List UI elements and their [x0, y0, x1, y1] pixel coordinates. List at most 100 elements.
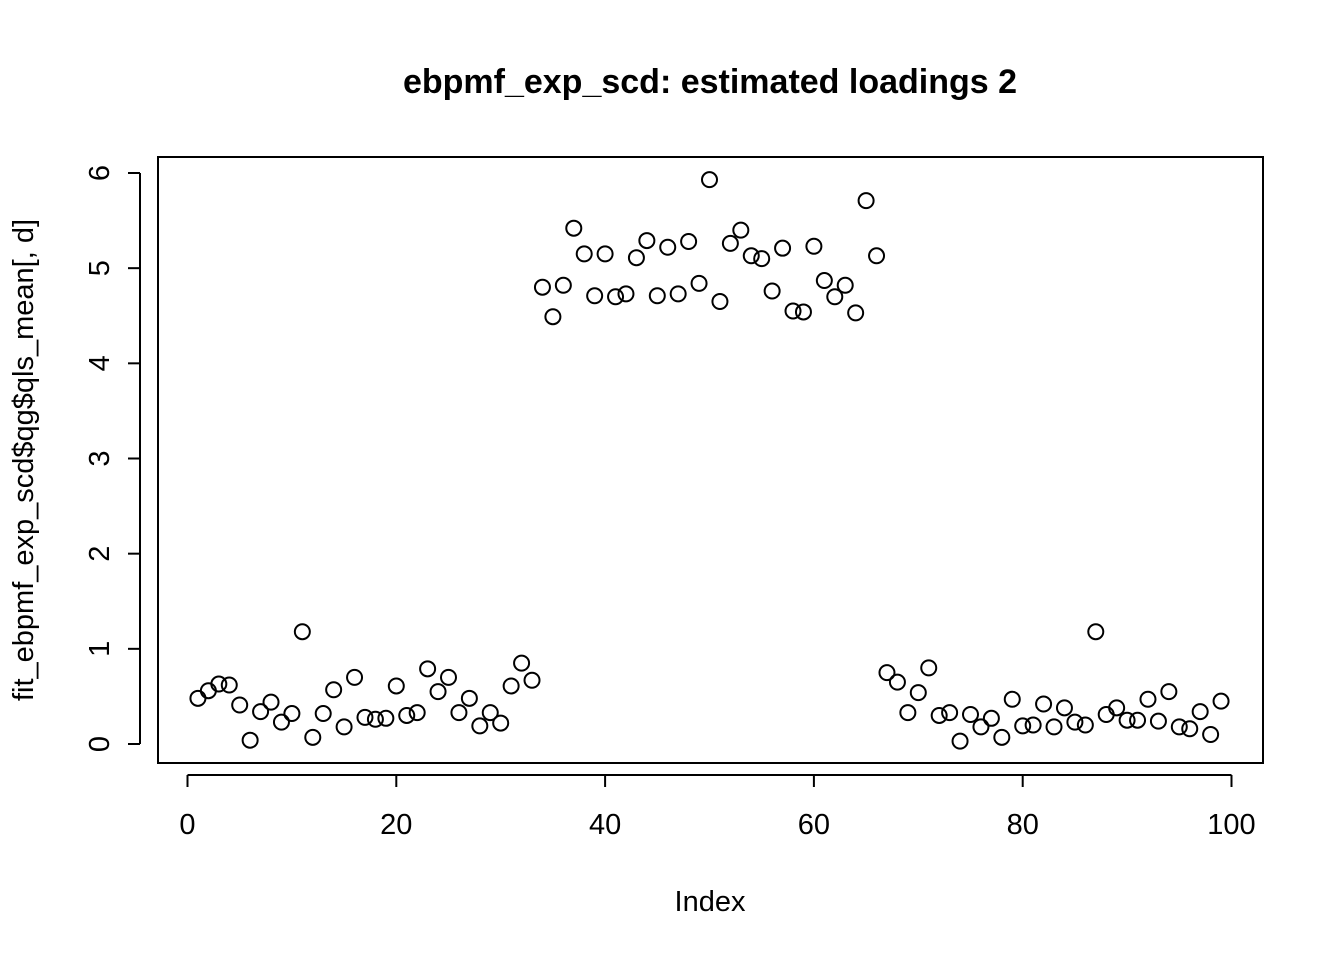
data-point	[377, 709, 395, 727]
data-point	[575, 245, 593, 263]
x-axis: 0 20 40 60 80 100	[179, 774, 1256, 841]
data-point	[680, 233, 698, 251]
data-point	[523, 671, 541, 689]
data-point	[1160, 683, 1178, 701]
data-point	[930, 706, 948, 724]
data-points	[189, 171, 1230, 750]
data-point	[888, 673, 906, 691]
data-point	[962, 705, 979, 723]
data-point	[398, 706, 416, 724]
data-point	[627, 249, 645, 267]
y-axis-label: fit_ebpmf_exp_scd$qg$qls_mean[, d]	[8, 219, 40, 701]
data-point	[721, 234, 739, 252]
data-point	[1003, 690, 1021, 708]
data-point	[189, 689, 207, 707]
data-point	[210, 675, 228, 693]
data-point	[356, 708, 374, 726]
data-point	[492, 714, 510, 732]
data-point	[346, 668, 364, 686]
data-point	[669, 285, 687, 303]
data-point	[1181, 720, 1199, 738]
y-axis: 0 1 2 3 4 5 6	[84, 165, 141, 752]
data-point	[784, 302, 802, 320]
data-point	[387, 677, 405, 695]
plot-frame	[157, 156, 1264, 764]
data-point	[659, 238, 677, 256]
data-point	[774, 239, 792, 257]
data-point	[617, 285, 635, 303]
x-tick-label: 20	[380, 809, 412, 841]
y-tick-label: 1	[84, 641, 116, 657]
data-point	[1055, 699, 1073, 717]
data-point	[440, 668, 457, 686]
data-point	[481, 704, 499, 722]
x-tick-label: 100	[1207, 809, 1255, 841]
data-point	[502, 677, 520, 695]
data-point	[899, 704, 917, 722]
data-point	[1191, 703, 1209, 721]
data-point	[972, 718, 990, 736]
data-point	[711, 292, 729, 310]
y-tick-label: 2	[84, 546, 116, 562]
data-point	[262, 693, 280, 711]
data-point	[805, 237, 823, 255]
data-point	[836, 276, 854, 294]
data-point	[554, 276, 572, 294]
data-point	[648, 287, 666, 305]
data-point	[753, 250, 771, 268]
data-point	[690, 274, 708, 292]
y-tick-label: 4	[84, 355, 116, 371]
data-point	[1129, 711, 1147, 729]
y-tick-label: 5	[84, 260, 116, 276]
data-point	[763, 282, 781, 300]
data-point	[982, 709, 1000, 727]
data-point	[826, 288, 844, 306]
data-point	[1108, 699, 1126, 717]
data-point	[314, 705, 332, 723]
y-tick-label: 3	[84, 450, 116, 466]
y-tick-label: 0	[84, 736, 116, 752]
data-point	[941, 704, 959, 722]
data-point	[283, 705, 301, 723]
data-point	[419, 660, 437, 678]
data-point	[920, 659, 938, 677]
data-point	[742, 247, 760, 265]
x-tick-label: 60	[798, 809, 830, 841]
data-point	[513, 654, 531, 672]
data-point	[596, 245, 614, 263]
data-point	[220, 676, 238, 694]
data-point	[1076, 716, 1094, 734]
data-point	[857, 192, 875, 210]
x-tick-label: 40	[589, 809, 621, 841]
data-point	[429, 683, 447, 701]
data-point	[909, 684, 927, 702]
data-point	[794, 303, 812, 321]
data-point	[878, 664, 896, 682]
data-point	[868, 247, 886, 265]
data-point	[471, 717, 489, 735]
data-point	[1212, 692, 1230, 710]
data-point	[325, 681, 343, 699]
data-point	[951, 732, 969, 750]
data-point	[847, 304, 865, 322]
data-point	[1087, 623, 1105, 641]
data-point	[815, 272, 833, 290]
data-point	[1035, 695, 1053, 713]
data-point	[1118, 711, 1136, 729]
data-point	[1139, 690, 1157, 708]
data-point	[293, 623, 311, 641]
data-point	[1024, 716, 1042, 734]
data-point	[544, 308, 562, 326]
x-axis-label: Index	[675, 886, 746, 918]
data-point	[533, 278, 551, 296]
x-tick-label: 80	[1007, 809, 1039, 841]
data-point	[1066, 713, 1084, 731]
data-point	[1045, 718, 1063, 736]
data-point	[252, 703, 270, 721]
data-point	[460, 689, 478, 707]
data-point	[408, 704, 426, 722]
data-point	[701, 171, 718, 189]
data-point	[231, 696, 249, 714]
data-point	[450, 704, 468, 722]
